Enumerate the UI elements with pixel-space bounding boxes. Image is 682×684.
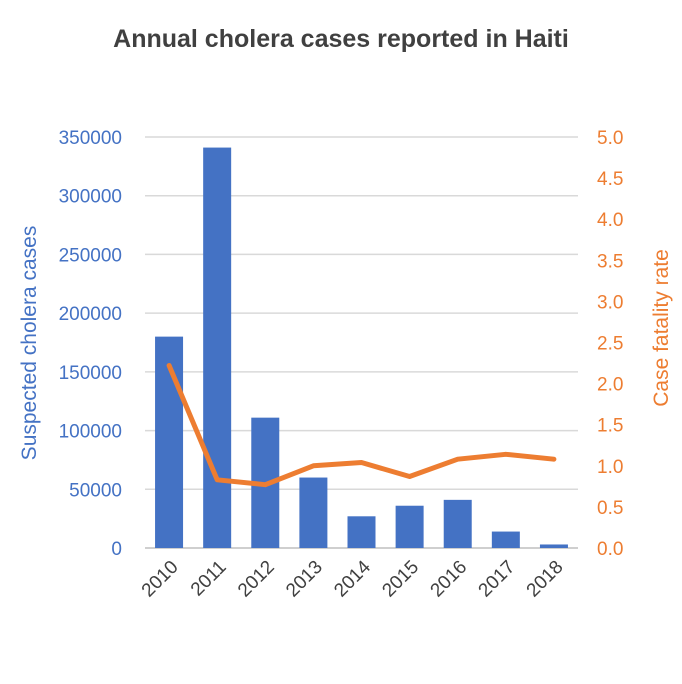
bar-2016 bbox=[443, 499, 472, 548]
right-tick-label: 2.5 bbox=[597, 334, 623, 355]
x-tick-label: 2016 bbox=[427, 557, 472, 602]
y-axis-label-left: Suspected cholera cases bbox=[18, 226, 41, 461]
right-axis-ticks: 0.0 0.5 1.0 1.5 2.0 2.5 3.0 3.5 4.0 4.5 5.0 bbox=[597, 128, 623, 560]
bar-2013 bbox=[299, 477, 328, 548]
line-case-fatality-rate bbox=[166, 363, 557, 488]
right-tick-label: 3.0 bbox=[597, 292, 623, 313]
left-tick-label: 350000 bbox=[59, 128, 122, 149]
chart-title: Annual cholera cases reported in Haiti bbox=[113, 25, 569, 53]
bar-2014 bbox=[347, 516, 376, 548]
right-tick-label: 3.5 bbox=[597, 251, 623, 272]
left-tick-label: 0 bbox=[111, 539, 122, 560]
y-axis-label-right: Case fatality rate bbox=[650, 249, 673, 407]
left-tick-label: 50000 bbox=[69, 480, 122, 501]
x-tick-label: 2018 bbox=[523, 557, 568, 602]
line-series bbox=[166, 363, 557, 488]
x-tick-label: 2015 bbox=[378, 557, 423, 602]
right-tick-label: 4.0 bbox=[597, 210, 623, 231]
bar-2015 bbox=[395, 505, 424, 548]
right-tick-label: 1.5 bbox=[597, 416, 623, 437]
right-tick-label: 4.5 bbox=[597, 169, 623, 190]
right-tick-label: 2.0 bbox=[597, 375, 623, 396]
right-tick-label: 1.0 bbox=[597, 457, 623, 478]
bar-2010 bbox=[155, 336, 184, 548]
x-tick-label: 2013 bbox=[282, 557, 327, 602]
x-axis-ticks: 2010 2011 2012 2013 2014 2015 2016 2017 2018 bbox=[138, 556, 568, 601]
bar-2017 bbox=[491, 531, 520, 548]
left-tick-label: 200000 bbox=[59, 304, 122, 325]
left-tick-label: 300000 bbox=[59, 187, 122, 208]
right-tick-label: 0.0 bbox=[597, 539, 623, 560]
bar-series bbox=[155, 147, 568, 548]
x-tick-label: 2014 bbox=[330, 556, 375, 601]
bar-2018 bbox=[539, 544, 568, 548]
left-tick-label: 250000 bbox=[59, 245, 122, 266]
left-tick-label: 150000 bbox=[59, 363, 122, 384]
x-tick-label: 2011 bbox=[187, 557, 231, 601]
right-tick-label: 0.5 bbox=[597, 498, 623, 519]
left-axis-ticks: 0 50000 100000 150000 200000 250000 300000 3500… bbox=[59, 128, 122, 560]
left-tick-label: 100000 bbox=[59, 422, 122, 443]
x-tick-label: 2010 bbox=[138, 557, 183, 602]
bar-2011 bbox=[203, 147, 232, 548]
x-tick-label: 2012 bbox=[234, 557, 279, 602]
x-tick-label: 2017 bbox=[475, 557, 520, 602]
right-tick-label: 5.0 bbox=[597, 128, 623, 149]
